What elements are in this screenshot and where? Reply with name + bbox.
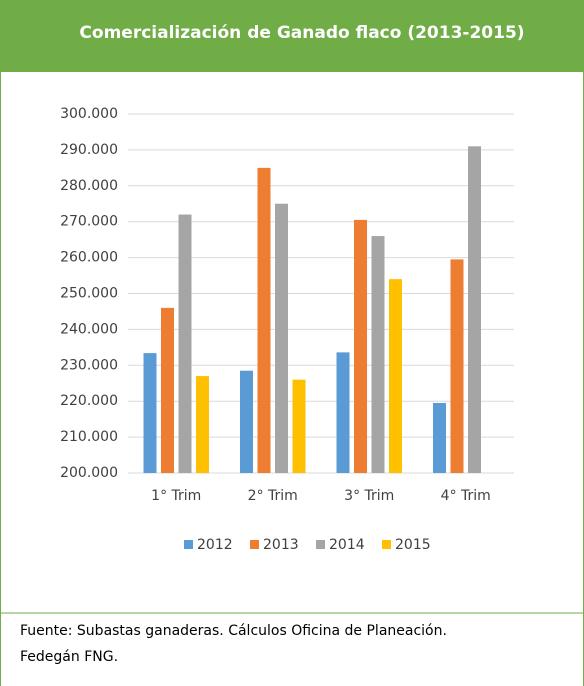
header-band (0, 0, 584, 72)
legend-swatch (382, 540, 391, 549)
bar (257, 167, 271, 473)
chart-title: Comercialización de Ganado flaco (2013-2… (79, 23, 524, 43)
y-tick-label: 240.000 (60, 321, 118, 337)
x-tick-label: 3° Trim (344, 488, 394, 504)
bar (196, 376, 209, 473)
bar (354, 219, 367, 473)
y-tick-label: 300.000 (60, 106, 118, 122)
bar (292, 379, 306, 473)
bar (143, 353, 157, 473)
bar (336, 352, 350, 473)
y-tick-label: 220.000 (60, 393, 118, 409)
legend-label: 2014 (329, 537, 365, 553)
x-tick-label: 1° Trim (151, 488, 201, 504)
source: Fuente: Subastas ganaderas. Cálculos Ofi… (20, 623, 447, 639)
bar (178, 214, 192, 473)
y-tick-label: 250.000 (60, 286, 118, 302)
y-tick-label: 260.000 (60, 250, 118, 266)
bar (389, 279, 402, 473)
bar (468, 146, 481, 473)
legend-swatch (184, 540, 193, 549)
x-tick-label: 2° Trim (248, 488, 298, 504)
legend-label: 2015 (395, 537, 431, 553)
y-tick-label: 280.000 (60, 178, 118, 194)
x-tick-label: 4° Trim (441, 488, 491, 504)
bar (161, 307, 174, 473)
legend-swatch (316, 540, 325, 549)
legend-label: 2012 (197, 537, 233, 553)
y-tick-label: 200.000 (60, 465, 118, 481)
legend-label: 2013 (263, 537, 299, 553)
source: Fedegán FNG. (20, 649, 118, 665)
bar (240, 370, 253, 473)
y-tick-label: 270.000 (60, 214, 118, 230)
y-tick-label: 210.000 (60, 429, 118, 445)
y-tick-label: 290.000 (60, 142, 118, 158)
legend-swatch (250, 540, 259, 549)
bar (275, 203, 288, 473)
bar (433, 402, 446, 473)
bar (371, 236, 385, 473)
bar (450, 259, 464, 473)
y-tick-label: 230.000 (60, 357, 118, 373)
